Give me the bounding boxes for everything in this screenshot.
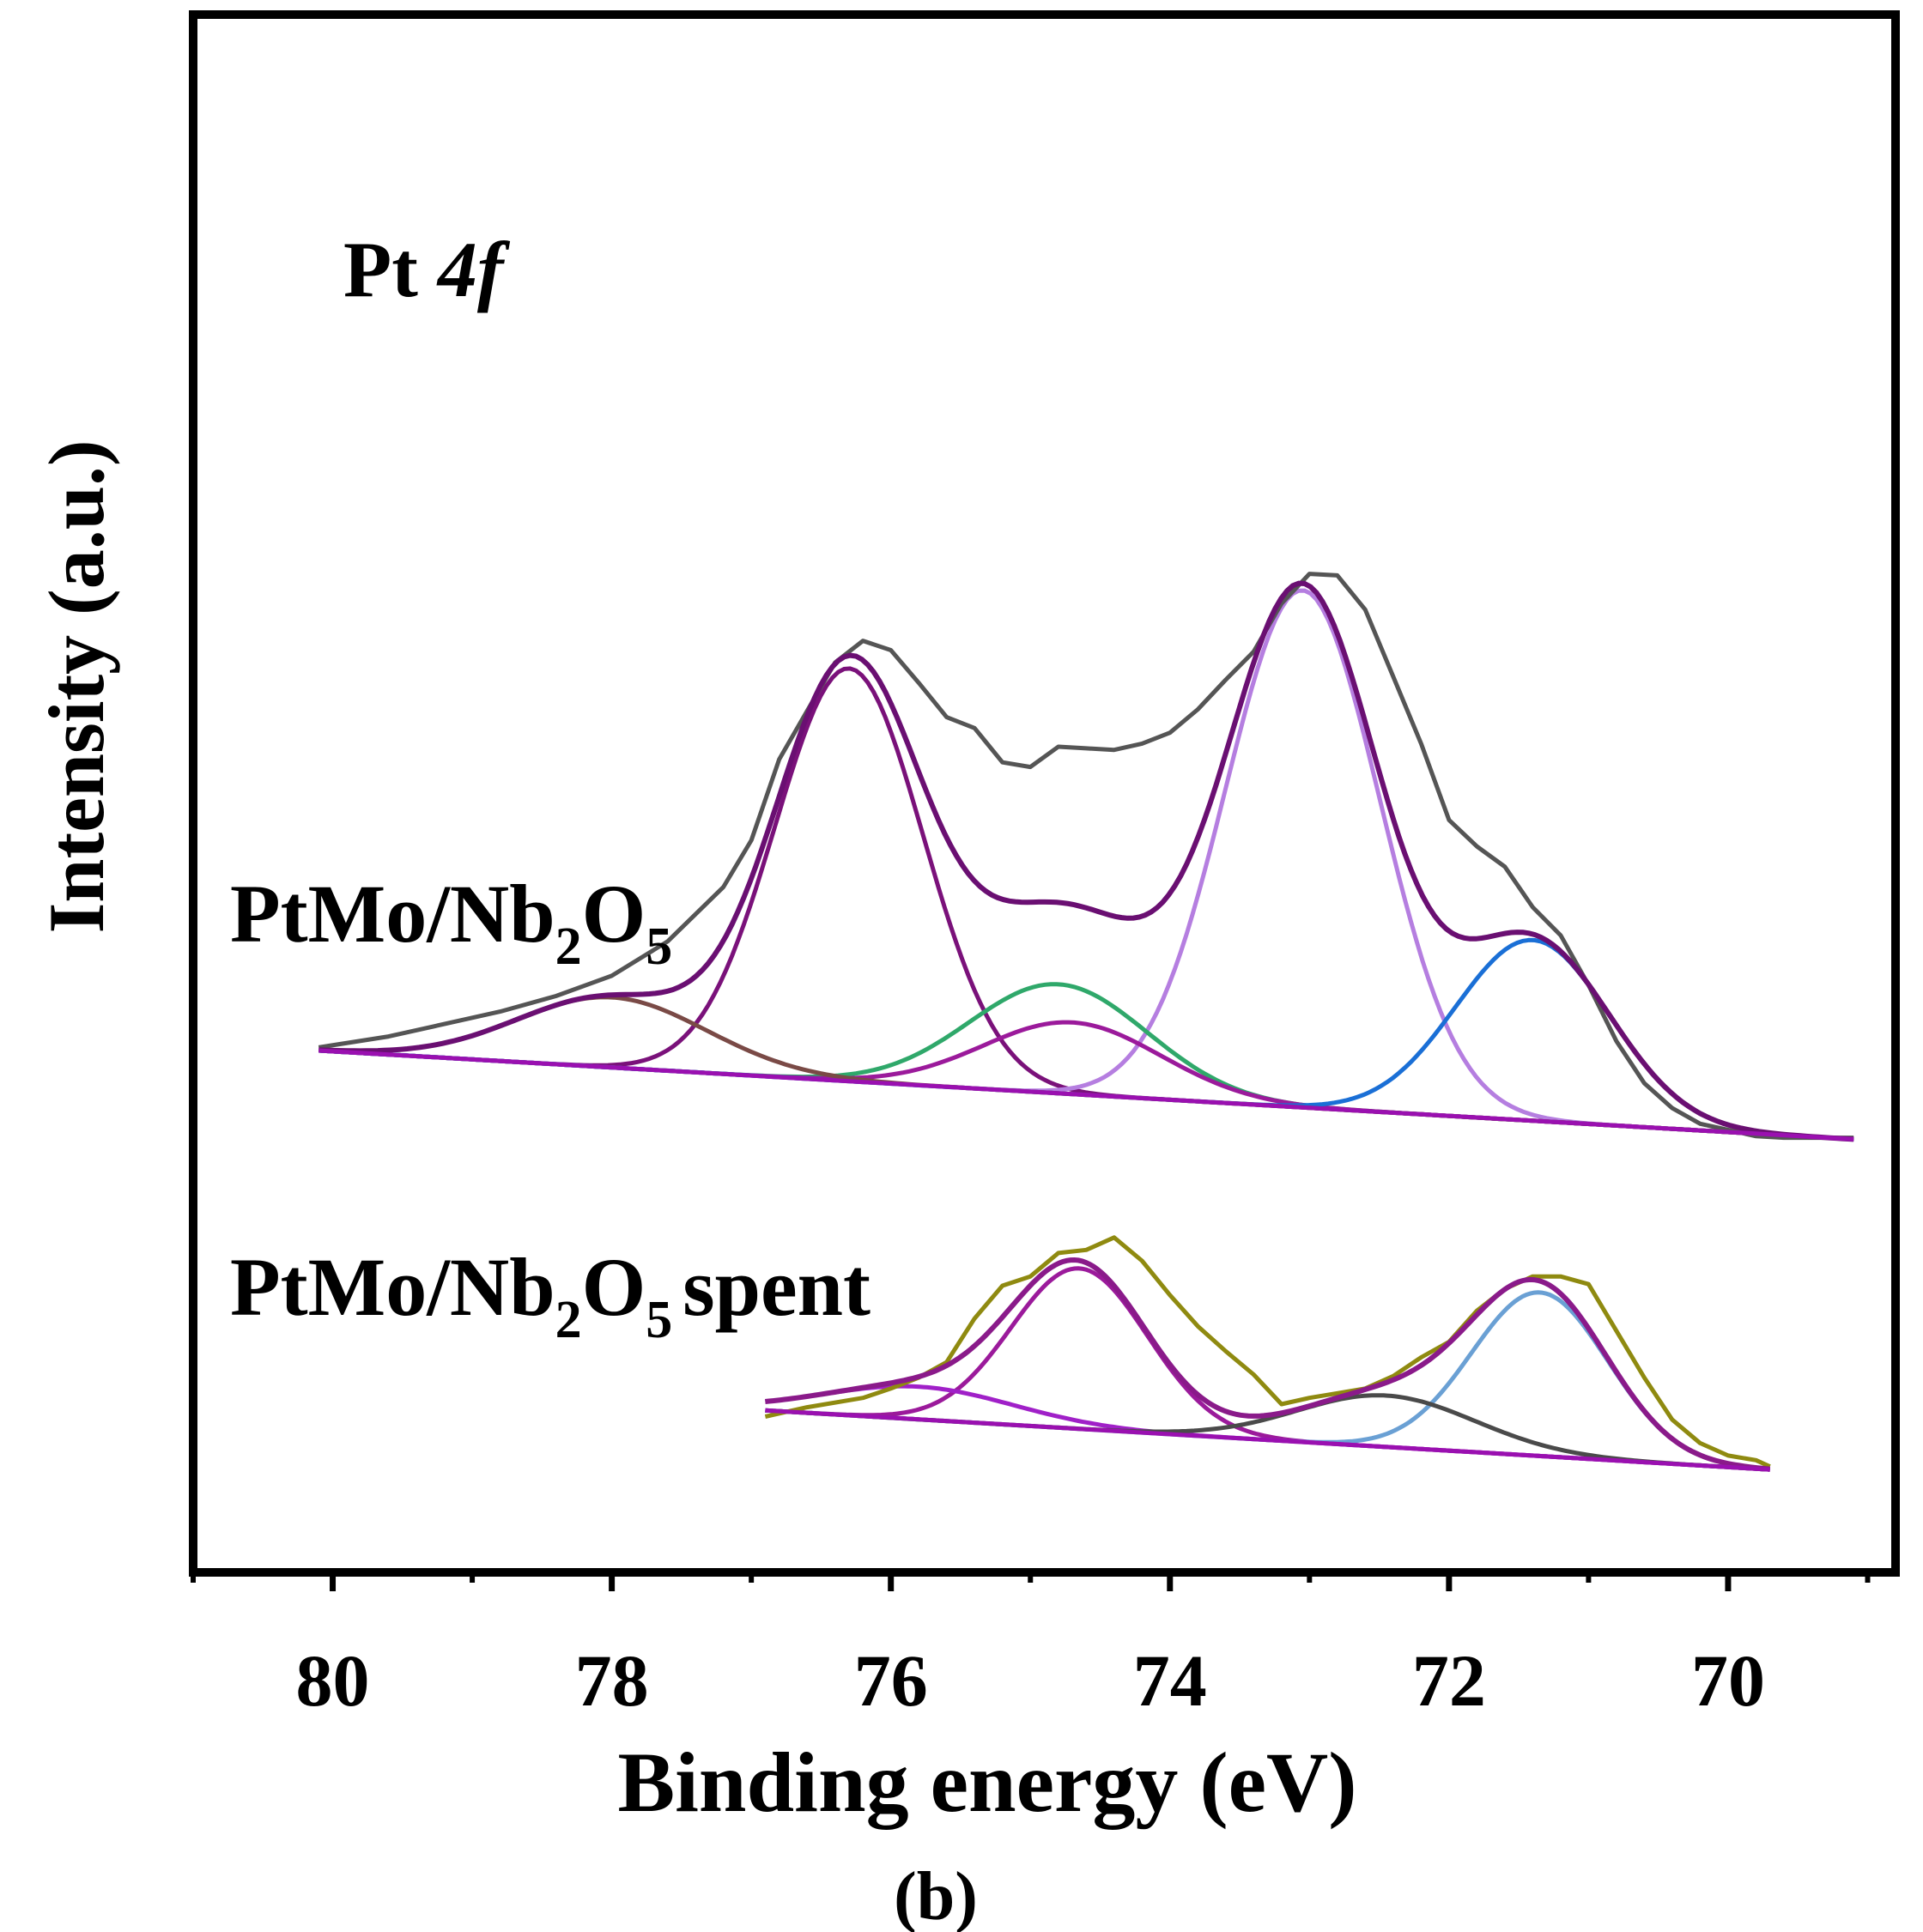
sample-0-component-1	[318, 588, 1854, 1142]
sample-0-baseline	[318, 1048, 1854, 1142]
x-tick-label-72: 72	[1412, 1639, 1486, 1722]
x-axis-ticks: 80 78 76 74 72 70	[191, 1572, 1871, 1722]
sample-1-component-3	[765, 1393, 1770, 1472]
sample-0-envelope-line	[318, 580, 1854, 1142]
x-tick-label-80: 80	[296, 1639, 370, 1722]
y-axis-label: Intensity (a.u.)	[33, 439, 120, 933]
x-tick-label-78: 78	[575, 1639, 649, 1722]
x-axis-label: Binding energy (eV)	[617, 1735, 1356, 1830]
sample-0-component-5	[318, 995, 1854, 1142]
panel-label: (b)	[894, 1859, 978, 1932]
x-tick-label-76: 76	[854, 1639, 928, 1722]
sample-1-experimental-line	[764, 1235, 1771, 1469]
plot-frame	[189, 10, 1900, 1577]
sample-0-experimental-line	[318, 572, 1854, 1141]
sample-label-spent: PtMo/Nb2O5 spent	[230, 1241, 871, 1349]
sample-label-pristine: PtMo/Nb2O5	[230, 868, 672, 976]
x-tick-label-70: 70	[1691, 1639, 1765, 1722]
x-tick-label-74: 74	[1133, 1639, 1207, 1722]
chart-title: Pt 4f	[343, 226, 511, 313]
sample-1-baseline	[765, 1408, 1770, 1472]
sample-1-envelope-line	[765, 1257, 1770, 1472]
plot-lines	[318, 572, 1854, 1472]
